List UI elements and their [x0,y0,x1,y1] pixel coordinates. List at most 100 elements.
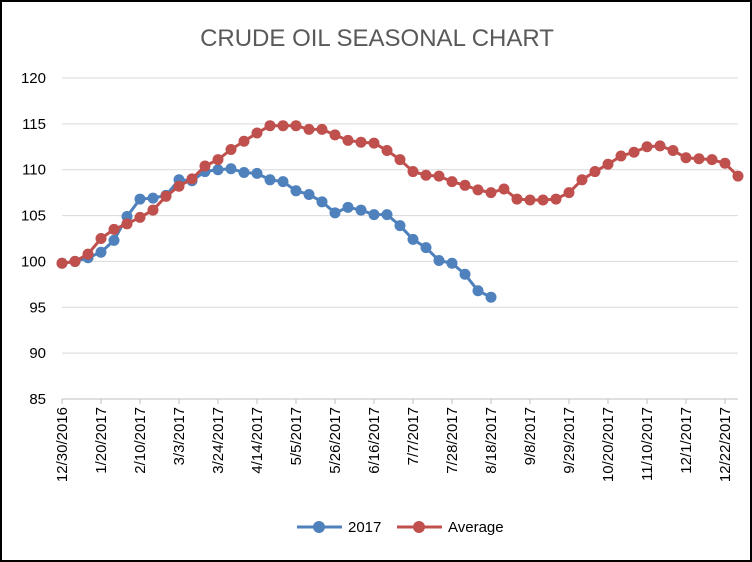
data-point-average[interactable] [82,248,94,260]
data-point-average[interactable] [589,166,601,178]
data-point-average[interactable] [459,179,471,191]
data-point-average[interactable] [550,193,562,205]
data-point-average[interactable] [264,120,276,132]
data-point-average[interactable] [693,153,705,165]
data-point-average[interactable] [576,174,588,186]
data-point-average[interactable] [394,154,406,166]
data-point-2017[interactable] [316,196,328,208]
legend-label-2017: 2017 [348,519,381,536]
y-tick-label: 115 [22,116,46,133]
data-point-average[interactable] [706,154,718,166]
data-point-2017[interactable] [329,207,341,219]
data-point-2017[interactable] [303,188,315,200]
data-point-average[interactable] [680,152,692,164]
data-point-average[interactable] [95,233,107,244]
plot-area [56,120,744,303]
data-point-average[interactable] [381,144,393,156]
data-point-2017[interactable] [420,242,432,254]
data-point-average[interactable] [524,194,536,206]
data-point-average[interactable] [407,166,419,178]
data-point-2017[interactable] [407,233,419,245]
data-point-2017[interactable] [238,166,250,178]
data-point-2017[interactable] [212,164,224,176]
data-point-average[interactable] [329,129,341,141]
data-point-average[interactable] [511,193,523,205]
data-point-average[interactable] [732,170,744,182]
data-point-average[interactable] [615,150,627,162]
data-point-2017[interactable] [342,201,354,213]
data-point-average[interactable] [303,123,315,135]
data-point-2017[interactable] [472,285,484,297]
data-point-2017[interactable] [485,291,497,303]
data-point-2017[interactable] [381,209,393,221]
data-point-average[interactable] [69,255,81,267]
data-point-2017[interactable] [251,167,263,179]
data-point-average[interactable] [108,223,120,235]
data-point-2017[interactable] [394,220,406,232]
data-point-average[interactable] [537,194,549,206]
data-point-average[interactable] [472,184,484,196]
data-point-average[interactable] [134,211,146,223]
x-tick-label: 9/29/2017 [561,407,578,474]
data-point-2017[interactable] [108,234,120,246]
data-point-average[interactable] [186,173,198,185]
data-point-2017[interactable] [446,257,458,269]
legend-swatch-marker-2017 [313,521,325,533]
data-point-average[interactable] [368,137,380,149]
grid-lines [62,77,738,354]
x-tick-label: 4/14/2017 [249,407,266,474]
x-tick-label: 3/24/2017 [210,407,227,474]
data-point-average[interactable] [277,120,289,132]
data-point-average[interactable] [485,187,497,199]
data-point-average[interactable] [56,257,68,269]
data-point-average[interactable] [719,157,731,169]
data-point-average[interactable] [628,146,640,158]
data-point-average[interactable] [433,170,445,182]
data-point-average[interactable] [290,120,302,132]
data-point-2017[interactable] [368,209,380,221]
data-point-2017[interactable] [290,185,302,197]
data-point-average[interactable] [498,183,510,195]
data-point-average[interactable] [173,180,185,192]
data-point-average[interactable] [602,158,614,170]
legend-item-2017[interactable]: 2017 [297,519,381,536]
data-point-2017[interactable] [264,174,276,186]
x-tick-label: 12/30/2016 [54,407,71,482]
data-point-average[interactable] [147,204,159,216]
data-point-2017[interactable] [433,255,445,267]
data-point-average[interactable] [251,127,263,139]
legend-item-average[interactable]: Average [397,519,504,536]
data-point-average[interactable] [316,123,328,135]
data-point-average[interactable] [199,160,211,172]
data-point-average[interactable] [342,134,354,146]
data-point-2017[interactable] [95,246,107,258]
data-point-average[interactable] [121,218,133,230]
data-point-2017[interactable] [225,163,237,175]
data-point-average[interactable] [446,176,458,188]
data-point-2017[interactable] [459,268,471,280]
y-axis: 85 90 95 100 105 110 115 120 [21,70,46,408]
data-point-2017[interactable] [134,193,146,205]
data-point-average[interactable] [420,169,432,181]
data-point-average[interactable] [667,144,679,156]
chart-title: CRUDE OIL SEASONAL CHART [200,25,554,52]
data-point-average[interactable] [654,140,666,152]
data-point-average[interactable] [563,187,575,199]
x-tick-label: 3/3/2017 [171,407,188,465]
data-point-average[interactable] [641,141,653,153]
x-tick-label: 5/26/2017 [327,407,344,474]
data-point-2017[interactable] [277,176,289,188]
data-point-2017[interactable] [147,192,159,204]
data-point-average[interactable] [225,144,237,156]
y-tick-label: 85 [29,391,46,408]
x-tick-label: 1/20/2017 [93,407,110,474]
series-2017 [56,163,497,303]
data-point-average[interactable] [238,135,250,147]
x-tick-label: 8/18/2017 [483,407,500,474]
legend: 2017 Average [297,519,504,536]
data-point-average[interactable] [160,190,172,202]
data-point-average[interactable] [212,154,224,166]
data-point-2017[interactable] [355,204,367,216]
x-axis: 12/30/2016 1/20/2017 2/10/2017 3/3/2017 3/24… [54,398,738,482]
data-point-average[interactable] [355,136,367,148]
